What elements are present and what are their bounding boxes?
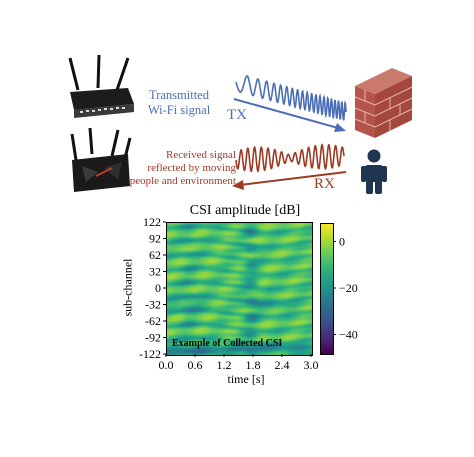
y-tick-label: -122 bbox=[139, 347, 161, 361]
csi-heatmap bbox=[166, 222, 312, 355]
brick-wall-icon bbox=[354, 68, 413, 138]
chart-title: CSI amplitude [dB] bbox=[189, 203, 301, 218]
person-icon bbox=[361, 149, 387, 194]
x-tick-label: 1.2 bbox=[217, 358, 232, 372]
y-tick-label: 32 bbox=[149, 265, 161, 279]
tx-label: TX bbox=[227, 107, 247, 123]
heatmap-frame bbox=[166, 222, 313, 356]
y-tick-label: -92 bbox=[145, 331, 161, 345]
tx-caption-line: Wi-Fi signal bbox=[147, 103, 211, 117]
tx-arrow bbox=[233, 98, 346, 132]
x-tick-label: 2.4 bbox=[275, 358, 290, 372]
rx-caption-line: people and environment bbox=[129, 175, 236, 187]
x-axis-label: time [s] bbox=[227, 372, 265, 386]
x-tick-label: 0.6 bbox=[188, 358, 203, 372]
rx-label: RX bbox=[314, 176, 335, 192]
router-bottom-icon bbox=[70, 127, 132, 192]
signal-diagram bbox=[68, 54, 413, 194]
y-axis-label: sub-channel bbox=[120, 258, 135, 317]
y-tick-label: 92 bbox=[149, 232, 161, 246]
rx-arrow bbox=[232, 171, 347, 190]
x-tick-label: 3.0 bbox=[304, 358, 319, 372]
y-tick-label: 62 bbox=[149, 248, 161, 262]
rx-caption-line: reflected by moving bbox=[147, 162, 236, 174]
heatmap-annotation: Example of Collected CSI bbox=[172, 338, 283, 349]
tx-caption-line: Transmitted bbox=[149, 88, 209, 102]
x-tick-label: 1.8 bbox=[246, 358, 261, 372]
rx-caption: Received signal reflected by moving peop… bbox=[116, 149, 236, 188]
y-tick-label: 122 bbox=[143, 215, 161, 229]
y-tick-label: 0 bbox=[155, 281, 161, 295]
colorbar-frame bbox=[320, 223, 334, 355]
colorbar-tick-label: −40 bbox=[339, 327, 358, 341]
rx-caption-line: Received signal bbox=[166, 149, 236, 161]
tx-waveform bbox=[235, 75, 347, 121]
router-top-icon bbox=[68, 54, 134, 118]
x-tick-label: 0.0 bbox=[159, 358, 174, 372]
y-tick-label: -62 bbox=[145, 314, 161, 328]
tx-caption: Transmitted Wi-Fi signal bbox=[139, 88, 219, 118]
colorbar bbox=[320, 223, 333, 354]
colorbar-tick-label: 0 bbox=[339, 235, 345, 249]
colorbar-tick-label: −20 bbox=[339, 281, 358, 295]
y-tick-label: -32 bbox=[145, 298, 161, 312]
rx-waveform bbox=[235, 143, 345, 173]
